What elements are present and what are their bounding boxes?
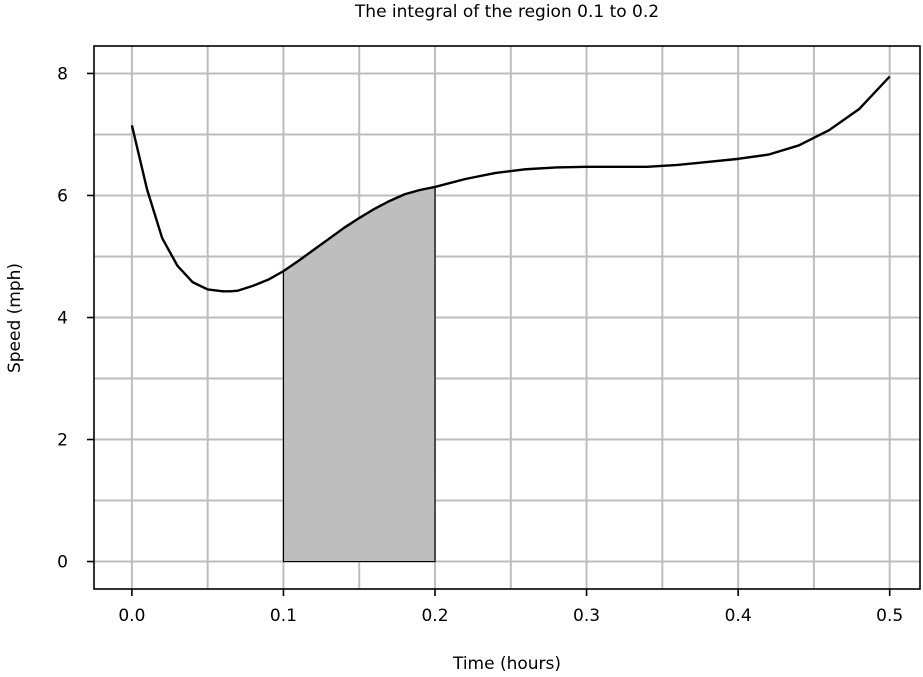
x-tick-label: 0.2 xyxy=(421,606,448,626)
x-tick-labels: 0.0 0.1 0.2 0.3 0.4 0.5 xyxy=(118,606,903,626)
ticks xyxy=(87,72,891,596)
integral-region xyxy=(282,186,436,563)
y-tick-label: 2 xyxy=(57,431,68,451)
shaded-area xyxy=(282,186,436,563)
y-tick-label: 0 xyxy=(57,553,68,573)
y-tick-labels: 0 2 4 6 8 xyxy=(57,64,68,572)
x-tick-label: 0.1 xyxy=(270,606,297,626)
series-line xyxy=(130,75,891,293)
y-tick-label: 6 xyxy=(57,186,68,206)
x-axis-label: Time (hours) xyxy=(452,654,561,674)
x-tick-label: 0.0 xyxy=(118,606,145,626)
y-axis-label: Speed (mph) xyxy=(5,263,25,373)
y-tick-label: 8 xyxy=(57,64,68,84)
y-tick-label: 4 xyxy=(57,309,68,329)
x-tick-label: 0.3 xyxy=(573,606,600,626)
chart-title: The integral of the region 0.1 to 0.2 xyxy=(354,2,659,22)
grid xyxy=(94,46,920,589)
speed-curve xyxy=(130,75,891,293)
x-tick-label: 0.4 xyxy=(725,606,752,626)
x-tick-label: 0.5 xyxy=(876,606,903,626)
